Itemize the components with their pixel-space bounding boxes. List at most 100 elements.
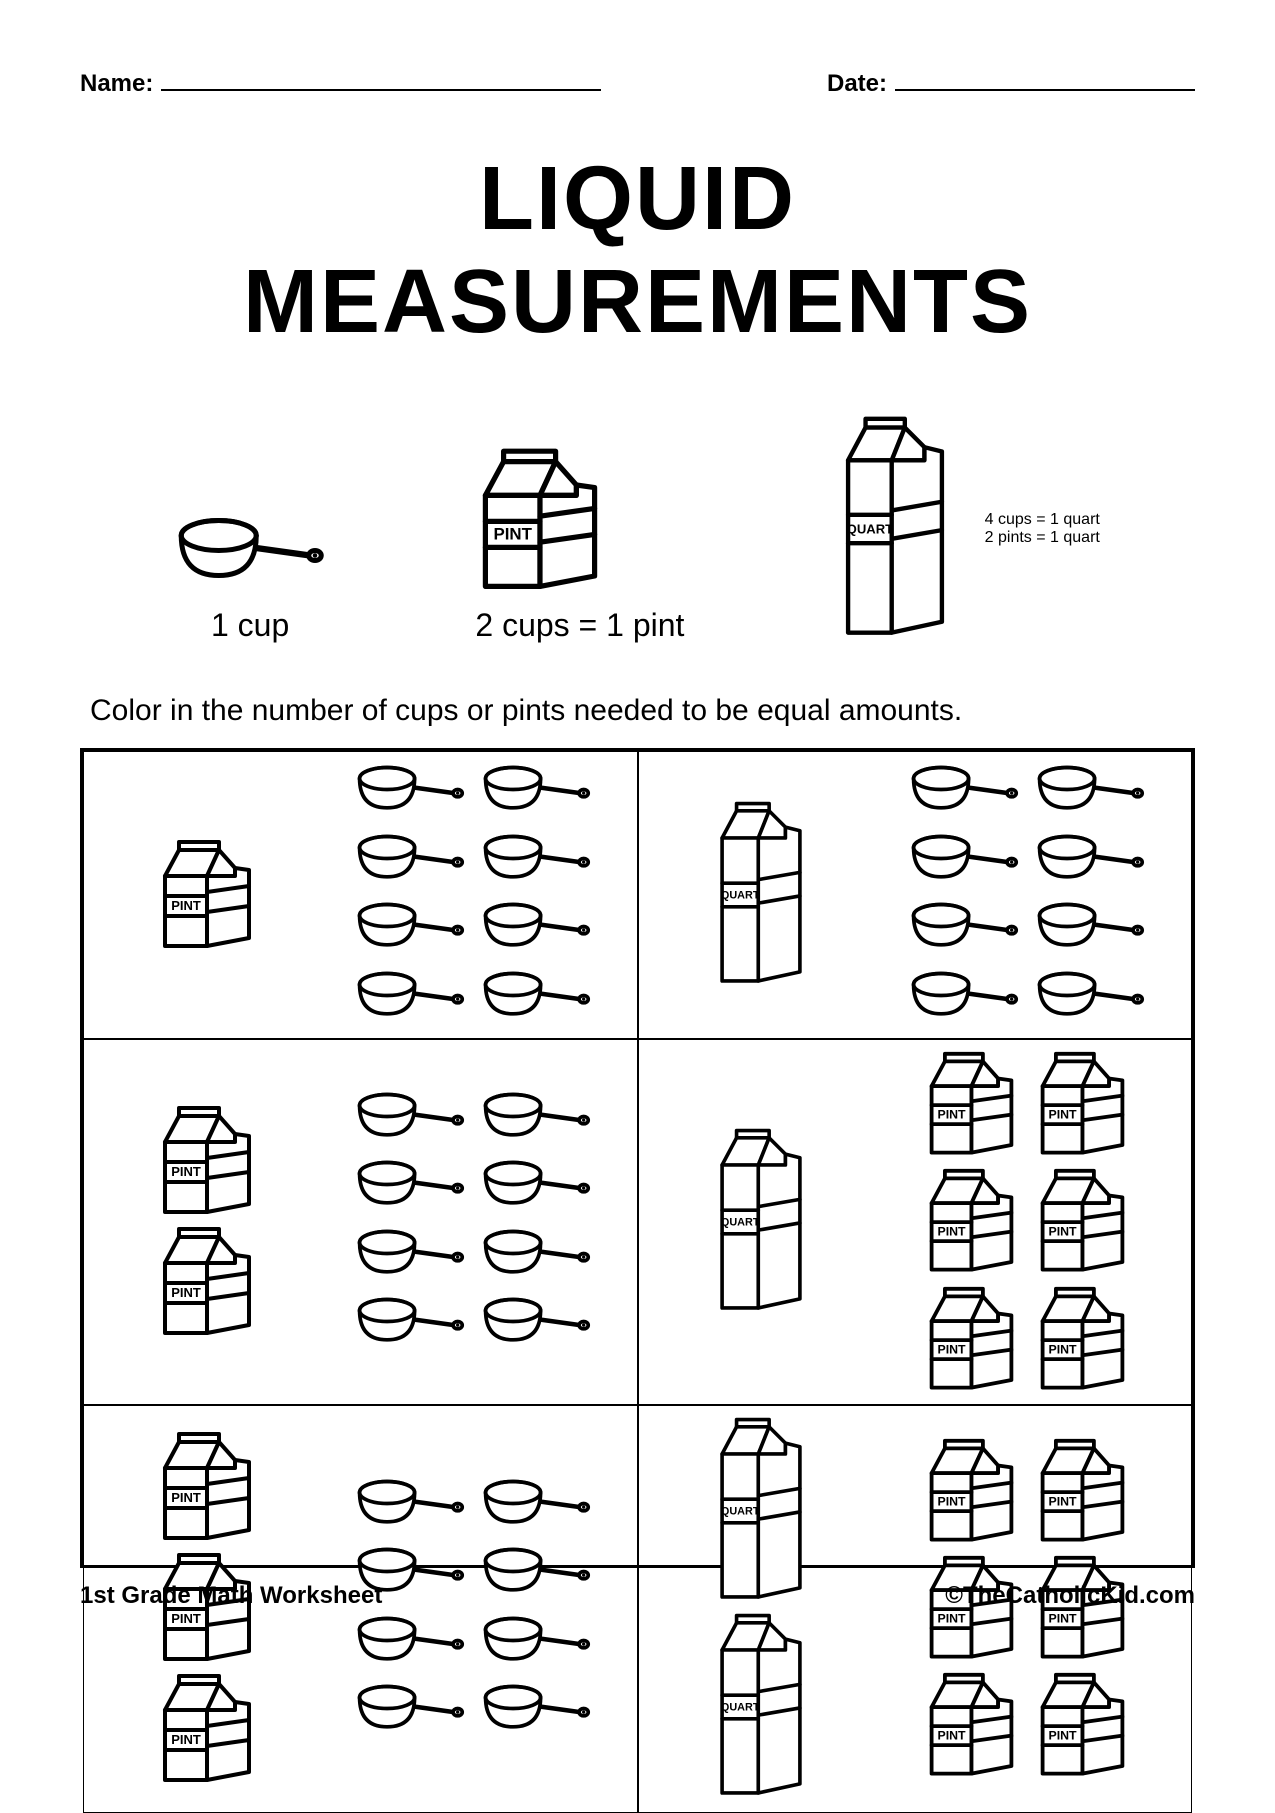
cup-icon[interactable] xyxy=(355,1681,465,1742)
cell-right-group xyxy=(329,1089,617,1355)
pint-icon[interactable]: PINT xyxy=(1035,1671,1130,1780)
legend-row: 1 cup PINT 2 cups = 1 pint xyxy=(100,414,1175,644)
pint-icon: PINT xyxy=(157,1225,257,1340)
name-label: Name: xyxy=(80,70,153,98)
pint-icon[interactable]: PINT xyxy=(924,1050,1019,1159)
svg-text:PINT: PINT xyxy=(1049,1612,1078,1626)
cup-icon[interactable] xyxy=(481,1613,591,1674)
svg-text:PINT: PINT xyxy=(171,1285,201,1300)
cup-icon[interactable] xyxy=(481,1089,591,1150)
grid-cell: QUART xyxy=(638,751,1193,1039)
svg-text:PINT: PINT xyxy=(171,1164,201,1179)
pint-icon: PINT xyxy=(157,1104,257,1219)
svg-text:QUART: QUART xyxy=(846,521,893,536)
svg-text:QUART: QUART xyxy=(721,1505,760,1517)
pint-icon[interactable]: PINT xyxy=(924,1167,1019,1276)
cell-left-group: QUART xyxy=(659,1127,864,1317)
date-field[interactable]: Date: xyxy=(827,70,1195,98)
svg-text:PINT: PINT xyxy=(171,898,201,913)
cup-icon[interactable] xyxy=(481,899,591,960)
cup-icon[interactable] xyxy=(355,1226,465,1287)
svg-text:QUART: QUART xyxy=(721,1216,760,1228)
pint-icon[interactable]: PINT xyxy=(1035,1285,1130,1394)
legend-pint: PINT 2 cups = 1 pint xyxy=(475,446,684,645)
problem-grid: PINT xyxy=(80,748,1195,1568)
footer-right: ©TheCatholicKid.com xyxy=(945,1582,1195,1610)
grid-cell: PINT xyxy=(83,751,638,1039)
legend-pint-label: 2 cups = 1 pint xyxy=(475,607,684,644)
pint-icon[interactable]: PINT xyxy=(924,1437,1019,1546)
cup-icon[interactable] xyxy=(355,1157,465,1218)
page-footer: 1st Grade Math Worksheet ©TheCatholicKid… xyxy=(80,1582,1195,1610)
svg-text:PINT: PINT xyxy=(1049,1107,1078,1121)
svg-text:QUART: QUART xyxy=(721,890,760,902)
cup-icon[interactable] xyxy=(481,1157,591,1218)
cup-icon[interactable] xyxy=(355,1476,465,1537)
cell-right-group: PINT PINT PINT xyxy=(884,1050,1172,1394)
grid-cell: QUART PINT PINT xyxy=(638,1039,1193,1405)
pint-icon[interactable]: PINT xyxy=(1035,1050,1130,1159)
svg-text:PINT: PINT xyxy=(938,1494,967,1508)
pint-icon[interactable]: PINT xyxy=(1035,1167,1130,1276)
cup-icon[interactable] xyxy=(355,762,465,823)
cup-icon[interactable] xyxy=(355,968,465,1029)
quart-icon: QUART xyxy=(711,1416,811,1606)
cup-icon[interactable] xyxy=(481,1294,591,1355)
svg-text:QUART: QUART xyxy=(721,1701,760,1713)
header-row: Name: Date: xyxy=(80,70,1195,98)
cup-icon[interactable] xyxy=(481,1681,591,1742)
svg-text:PINT: PINT xyxy=(938,1342,967,1356)
pint-icon: PINT xyxy=(157,1672,257,1787)
pint-icon[interactable]: PINT xyxy=(924,1671,1019,1780)
cup-icon[interactable] xyxy=(355,1613,465,1674)
svg-text:PINT: PINT xyxy=(1049,1494,1078,1508)
pint-icon[interactable]: PINT xyxy=(1035,1437,1130,1546)
cup-icon[interactable] xyxy=(355,1294,465,1355)
svg-text:PINT: PINT xyxy=(494,524,533,543)
date-line[interactable] xyxy=(895,89,1195,91)
cup-icon[interactable] xyxy=(481,762,591,823)
cup-icon[interactable] xyxy=(355,831,465,892)
grid-cell: PINT PINT xyxy=(83,1039,638,1405)
svg-text:PINT: PINT xyxy=(938,1225,967,1239)
cup-icon[interactable] xyxy=(355,899,465,960)
cup-icon[interactable] xyxy=(481,831,591,892)
cell-left-group: QUART xyxy=(659,800,864,990)
legend-cup-label: 1 cup xyxy=(175,607,325,644)
cup-icon[interactable] xyxy=(481,1476,591,1537)
cup-icon[interactable] xyxy=(909,968,1019,1029)
legend-quart: QUART 4 cups = 1 quart 2 pints = 1 quart xyxy=(835,414,1100,644)
svg-text:PINT: PINT xyxy=(938,1729,967,1743)
svg-text:PINT: PINT xyxy=(938,1107,967,1121)
svg-text:PINT: PINT xyxy=(1049,1729,1078,1743)
cup-icon[interactable] xyxy=(1035,831,1145,892)
name-field[interactable]: Name: xyxy=(80,70,601,98)
cup-icon[interactable] xyxy=(1035,899,1145,960)
quart-icon: QUART xyxy=(711,800,811,990)
svg-text:PINT: PINT xyxy=(171,1732,201,1747)
cup-icon[interactable] xyxy=(909,831,1019,892)
cup-icon[interactable] xyxy=(481,968,591,1029)
legend-quart-label-2: 2 pints = 1 quart xyxy=(985,529,1100,547)
footer-left: 1st Grade Math Worksheet xyxy=(80,1582,382,1610)
legend-cup: 1 cup xyxy=(175,513,325,645)
cup-icon xyxy=(175,513,325,596)
quart-icon: QUART xyxy=(711,1127,811,1317)
cup-icon[interactable] xyxy=(909,762,1019,823)
pint-icon[interactable]: PINT xyxy=(924,1285,1019,1394)
page-title: LIQUID MEASUREMENTS xyxy=(80,148,1195,354)
name-line[interactable] xyxy=(161,89,601,91)
legend-quart-label-1: 4 cups = 1 quart xyxy=(985,511,1100,529)
cup-icon[interactable] xyxy=(355,1089,465,1150)
cup-icon[interactable] xyxy=(909,899,1019,960)
cup-icon[interactable] xyxy=(1035,762,1145,823)
pint-icon: PINT xyxy=(157,1430,257,1545)
cup-icon[interactable] xyxy=(1035,968,1145,1029)
svg-text:PINT: PINT xyxy=(1049,1342,1078,1356)
cell-right-group xyxy=(884,762,1172,1028)
pint-icon: PINT xyxy=(475,446,684,596)
cell-left-group: PINT xyxy=(104,838,309,953)
cell-right-group xyxy=(329,762,617,1028)
worksheet-page: Name: Date: LIQUID MEASUREMENTS 1 cup xyxy=(0,0,1275,1650)
cup-icon[interactable] xyxy=(481,1226,591,1287)
